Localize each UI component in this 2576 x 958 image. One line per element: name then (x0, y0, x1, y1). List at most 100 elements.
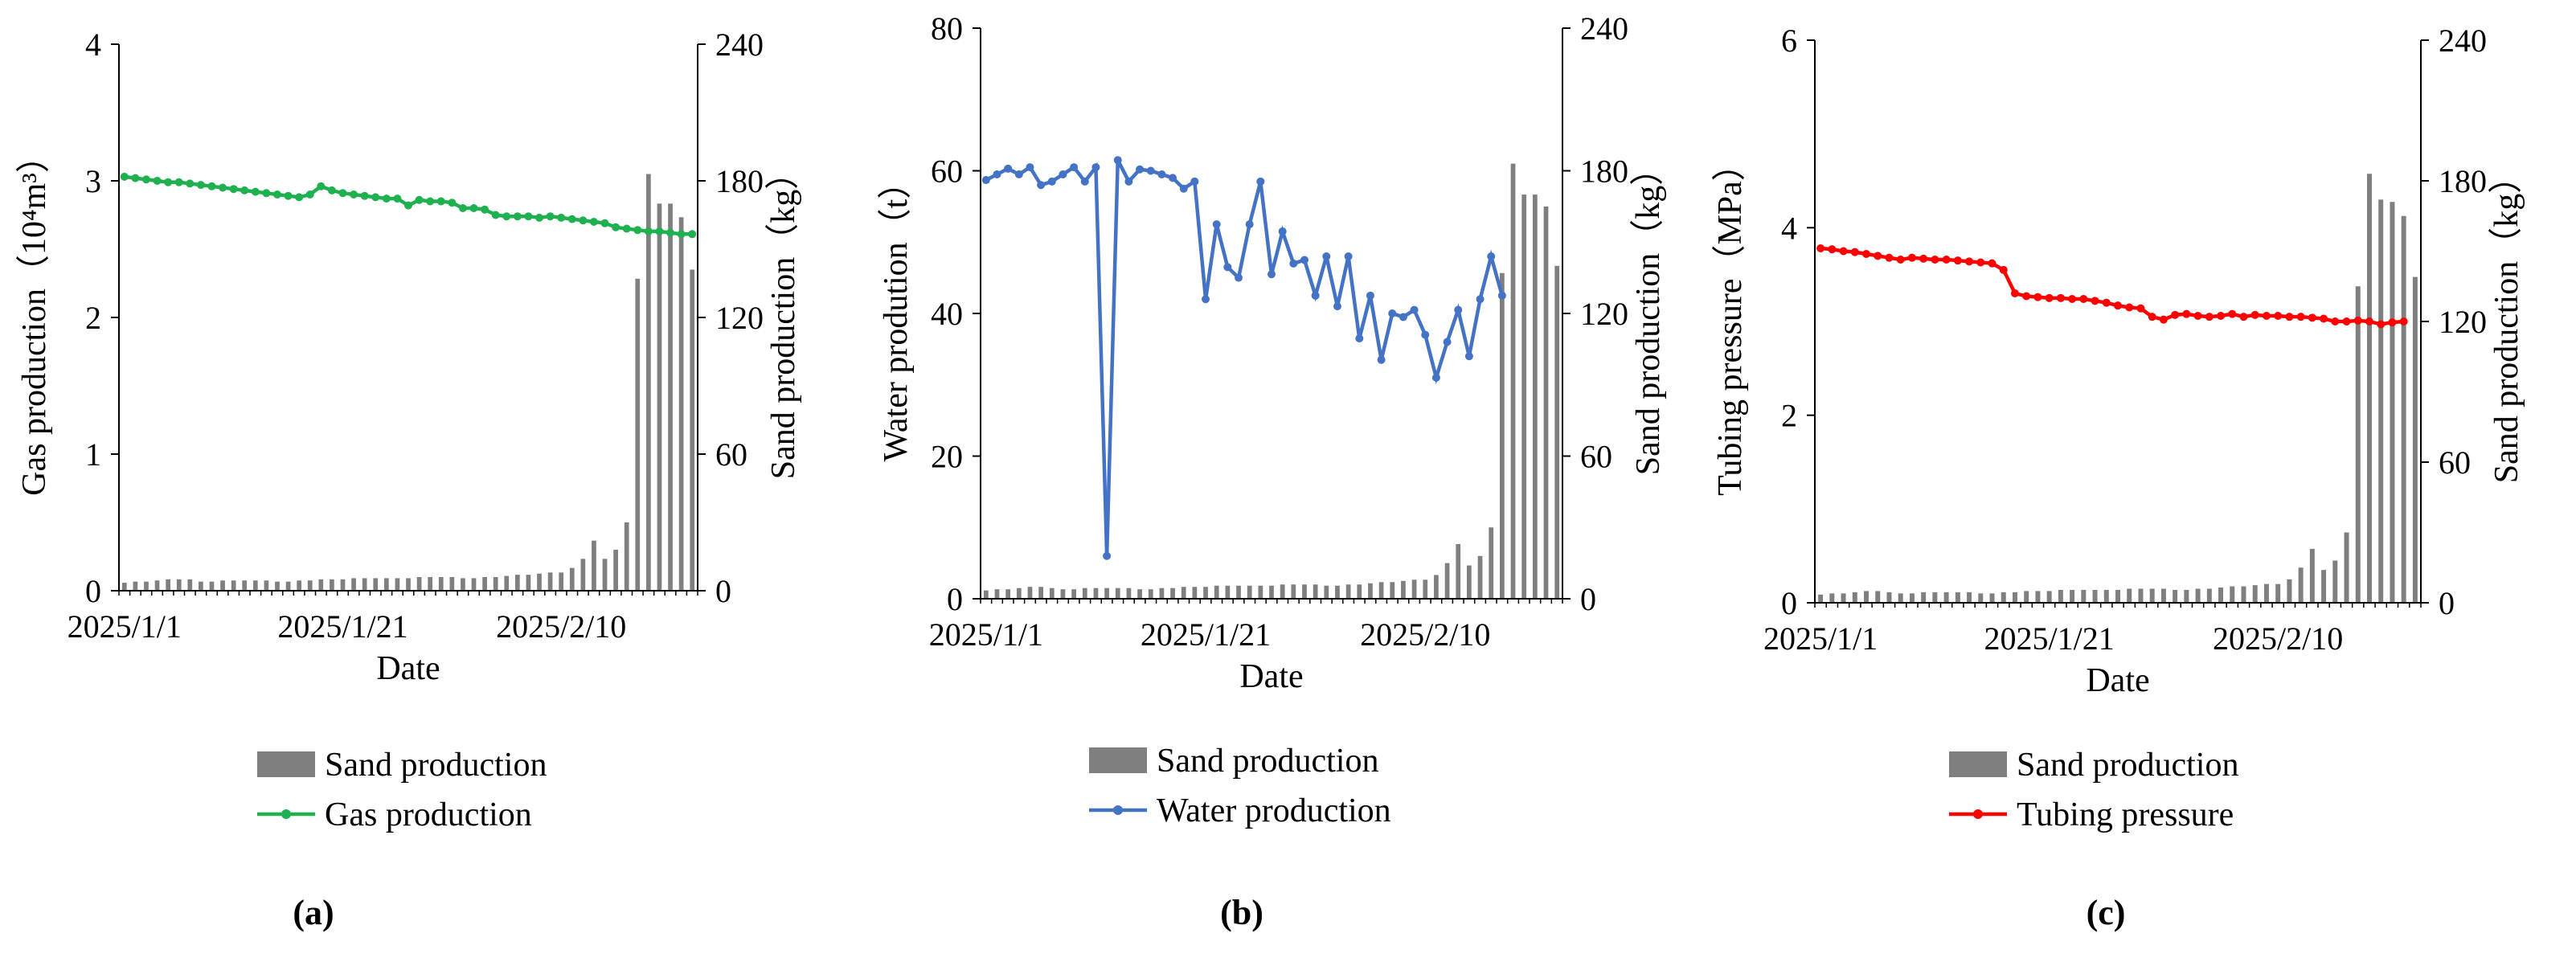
y2-tick-label: 120 (715, 300, 764, 336)
y1-tick-label: 4 (1781, 210, 1797, 246)
y1-axis-title: Water prodution（t） (878, 166, 915, 462)
line-point (1907, 253, 1916, 262)
sand-bar (2092, 589, 2098, 603)
sand-bar (2035, 591, 2041, 603)
line-point (295, 193, 304, 202)
sand-bar (2287, 579, 2292, 603)
legend-label-line: Tubing pressure (2017, 796, 2234, 833)
line-point (655, 227, 664, 235)
line-point (1169, 174, 1177, 182)
sand-bar (2298, 567, 2304, 603)
sand-bar (2309, 548, 2315, 603)
sand-bar (428, 577, 433, 591)
line-point (1497, 291, 1506, 300)
sand-bar (1532, 194, 1538, 600)
line-point (1113, 156, 1122, 165)
sand-bar (1467, 565, 1472, 599)
sand-bar (471, 578, 477, 591)
sand-bar (2390, 202, 2395, 603)
line-point (1919, 254, 1928, 263)
y1-tick-label: 60 (931, 154, 963, 190)
line-point (2010, 289, 2019, 297)
sand-bar (1016, 587, 1022, 599)
y2-tick-label: 120 (2439, 304, 2487, 340)
line-point (2159, 315, 2168, 324)
y2-axis-title: Sand production（kg） (1630, 152, 1667, 475)
y1-tick-label: 0 (1781, 585, 1797, 621)
legend-label-sand: Sand production (1157, 743, 1378, 780)
sand-bar (514, 575, 520, 591)
line-point (2365, 317, 2373, 325)
line-point (131, 174, 140, 182)
sand-bar (1909, 593, 1915, 603)
sand-bar (2081, 589, 2087, 603)
line-point (262, 189, 271, 198)
sand-bar (1489, 527, 1494, 599)
line-point (448, 199, 457, 207)
sand-bar (1236, 585, 1241, 599)
sand-bar (438, 577, 444, 591)
line-point (1245, 220, 1254, 229)
line-point (1377, 355, 1386, 364)
y1-tick-label: 6 (1781, 23, 1797, 59)
sand-bar (983, 590, 989, 599)
sand-bar (668, 203, 673, 592)
sand-bar (1444, 563, 1450, 599)
sand-bar (242, 580, 248, 591)
sand-bar (2241, 586, 2246, 603)
panel-label: (a) (293, 893, 334, 932)
line-point (1454, 305, 1463, 314)
sand-bar (395, 578, 400, 591)
y2-tick-label: 60 (2439, 444, 2471, 481)
sand-bar (2366, 174, 2372, 603)
sand-bar (154, 580, 160, 591)
line-point (981, 176, 990, 185)
line-point (600, 219, 609, 227)
line-point (251, 187, 260, 196)
sand-bar (199, 581, 203, 591)
line-point (305, 190, 314, 199)
line-point (2091, 297, 2099, 305)
y2-tick-label: 180 (2439, 163, 2487, 199)
sand-bar (994, 589, 1000, 599)
line-point (1388, 309, 1397, 317)
sand-bar (1181, 587, 1186, 599)
line-point (404, 201, 412, 210)
line-point (2102, 298, 2111, 307)
panel-label: (c) (2087, 893, 2126, 932)
line-point (2377, 320, 2386, 329)
y2-tick-label: 240 (2439, 23, 2487, 59)
line-point (1443, 338, 1452, 346)
line-point (2136, 304, 2145, 313)
sand-bar (1225, 585, 1231, 599)
line-point (1431, 373, 1440, 382)
sand-bar (1082, 587, 1087, 599)
sand-bar (1038, 587, 1044, 599)
sand-bar (1932, 592, 1938, 603)
line-point (141, 175, 150, 184)
sand-bar (1071, 589, 1076, 599)
y2-tick-label: 60 (715, 436, 747, 473)
sand-bar (406, 578, 411, 591)
line-point (272, 190, 281, 199)
x-tick-label: 2025/2/10 (2213, 620, 2343, 657)
line-point (2274, 312, 2283, 320)
x-tick-label: 2025/1/1 (1763, 620, 1878, 657)
sand-bar (144, 581, 149, 591)
x-tick-label: 2025/1/1 (68, 608, 182, 645)
line-point (1103, 551, 1112, 560)
line-point (2045, 293, 2054, 302)
line-point (579, 216, 588, 225)
line-point (567, 215, 576, 223)
legend-label-sand: Sand production (325, 747, 547, 784)
line-point (2331, 317, 2340, 325)
y2-tick-label: 0 (1580, 581, 1596, 617)
sand-bar (613, 550, 618, 591)
line-point (1014, 170, 1023, 178)
y2-tick-label: 120 (1580, 296, 1628, 332)
y1-tick-label: 2 (85, 300, 101, 336)
sand-bar (351, 578, 356, 591)
sand-bar (2252, 585, 2258, 603)
